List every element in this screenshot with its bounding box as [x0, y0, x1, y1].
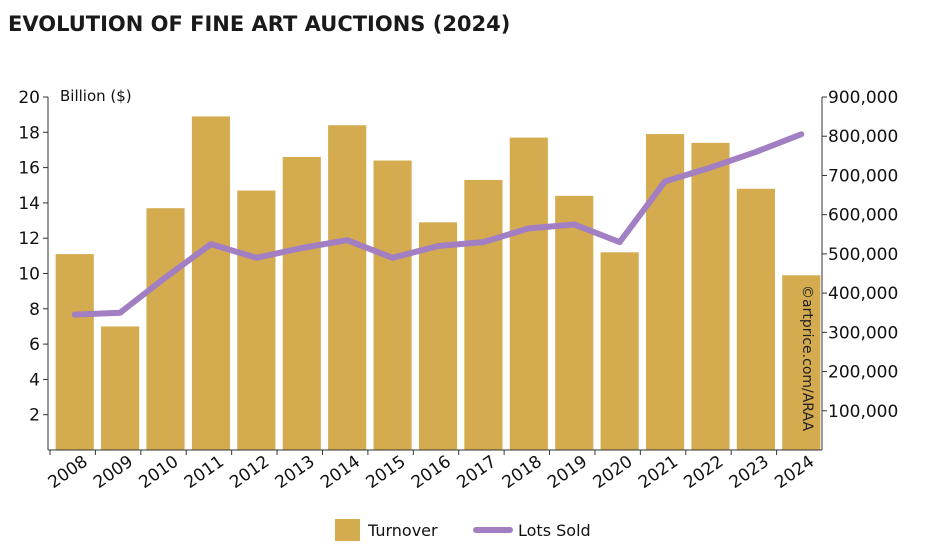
legend-swatch-turnover: [335, 519, 360, 541]
x-tick-label: 2017: [453, 452, 500, 493]
x-tick-label: 2009: [90, 452, 137, 493]
bar-2024: [782, 275, 821, 450]
bar-2010: [146, 208, 185, 450]
y-axis-label: Billion ($): [60, 87, 132, 105]
bar-2018: [509, 137, 548, 450]
y-tick-label: 10: [18, 265, 40, 285]
legend: Turnover Lots Sold: [335, 519, 591, 541]
bar-2009: [101, 326, 140, 450]
chart-title: EVOLUTION OF FINE ART AUCTIONS (2024): [8, 12, 510, 36]
x-tick-label: 2023: [726, 452, 773, 493]
y2-tick-label: 900,000: [828, 88, 898, 108]
x-tick-label: 2022: [680, 452, 727, 493]
y-tick-label: 16: [18, 159, 40, 179]
y2-tick-label: 100,000: [828, 402, 898, 422]
x-tick-label: 2011: [181, 452, 228, 493]
x-tick-label: 2012: [226, 452, 273, 493]
y2-tick-label: 600,000: [828, 206, 898, 226]
bar-2023: [736, 188, 775, 450]
bar-2020: [600, 252, 639, 450]
y2-tick-label: 700,000: [828, 166, 898, 186]
y2-tick-label: 400,000: [828, 284, 898, 304]
x-tick-label: 2019: [544, 452, 591, 493]
y2-tick-label: 800,000: [828, 127, 898, 147]
bar-2014: [328, 125, 367, 451]
y-tick-label: 6: [29, 335, 40, 355]
x-tick-label: 2008: [45, 452, 92, 493]
y-tick-label: 18: [18, 123, 40, 143]
y-tick-label: 8: [29, 300, 40, 320]
x-tick-label: 2013: [272, 452, 319, 493]
y2-tick-label: 200,000: [828, 363, 898, 383]
x-tick-label: 2016: [408, 452, 455, 493]
y-tick-label: 12: [18, 229, 40, 249]
y-tick-label: 20: [18, 88, 40, 108]
bar-2013: [282, 157, 321, 450]
x-tick-label: 2010: [135, 452, 182, 493]
bar-2017: [464, 179, 503, 450]
x-tick-label: 2020: [590, 452, 637, 493]
y2-tick-label: 300,000: [828, 323, 898, 343]
bar-2016: [418, 222, 458, 450]
bar-2019: [555, 195, 594, 450]
bar-2015: [373, 160, 412, 451]
legend-label-lots-sold: Lots Sold: [518, 521, 591, 540]
x-tick-label: 2021: [635, 452, 682, 493]
y-tick-label: 4: [29, 370, 40, 390]
y-tick-label: 14: [18, 194, 40, 214]
x-tick-label: 2014: [317, 452, 364, 493]
watermark: ©artprice.com/ARAA: [799, 285, 815, 431]
bar-2021: [645, 134, 685, 450]
legend-label-turnover: Turnover: [367, 521, 438, 540]
bar-2022: [691, 142, 730, 450]
bar-2008: [55, 254, 94, 450]
x-tick-label: 2015: [363, 452, 410, 493]
x-tick-label: 2024: [771, 452, 818, 493]
y2-tick-label: 500,000: [828, 245, 898, 265]
x-tick-label: 2018: [499, 452, 546, 493]
y-tick-label: 2: [29, 406, 40, 426]
bar-2011: [191, 116, 231, 450]
bar-2012: [237, 190, 276, 451]
